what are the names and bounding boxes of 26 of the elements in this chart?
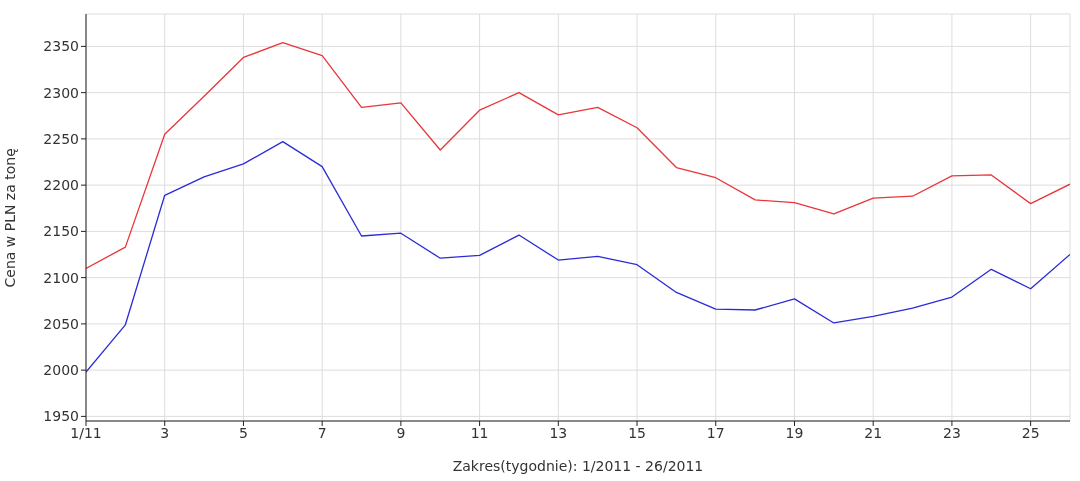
x-tick-label: 11 [470, 424, 489, 441]
x-tick-label: 25 [1021, 424, 1040, 441]
x-tick-label: 9 [396, 424, 406, 441]
y-tick-label: 1950 [43, 408, 79, 425]
x-tick-label: 17 [706, 424, 725, 441]
x-tick-label: 7 [317, 424, 327, 441]
y-tick-label: 2250 [43, 130, 79, 147]
y-tick-label: 2350 [43, 38, 79, 55]
x-tick-label: 19 [785, 424, 804, 441]
y-axis-title: Cena w PLN za tonę [1, 148, 18, 288]
x-tick-label: 1/11 [70, 424, 102, 441]
y-tick-label: 2050 [43, 315, 79, 332]
y-tick-label: 2300 [43, 84, 79, 101]
line-series [86, 42, 1070, 270]
x-tick-label: 13 [549, 424, 568, 441]
y-tick-label: 2100 [43, 269, 79, 286]
x-tick-label: 5 [238, 424, 248, 441]
line-series [86, 141, 1070, 373]
x-tick-label: 15 [628, 424, 646, 441]
x-axis-title: Zakres(tygodnie): 1/2011 - 26/2011 [452, 458, 704, 474]
x-tick-label: 23 [943, 424, 961, 441]
x-tick-label: 3 [160, 424, 170, 441]
x-tick-label: 21 [864, 424, 883, 441]
y-tick-label: 2150 [43, 223, 79, 240]
y-tick-label: 2000 [43, 362, 79, 379]
y-tick-label: 2200 [43, 177, 79, 194]
